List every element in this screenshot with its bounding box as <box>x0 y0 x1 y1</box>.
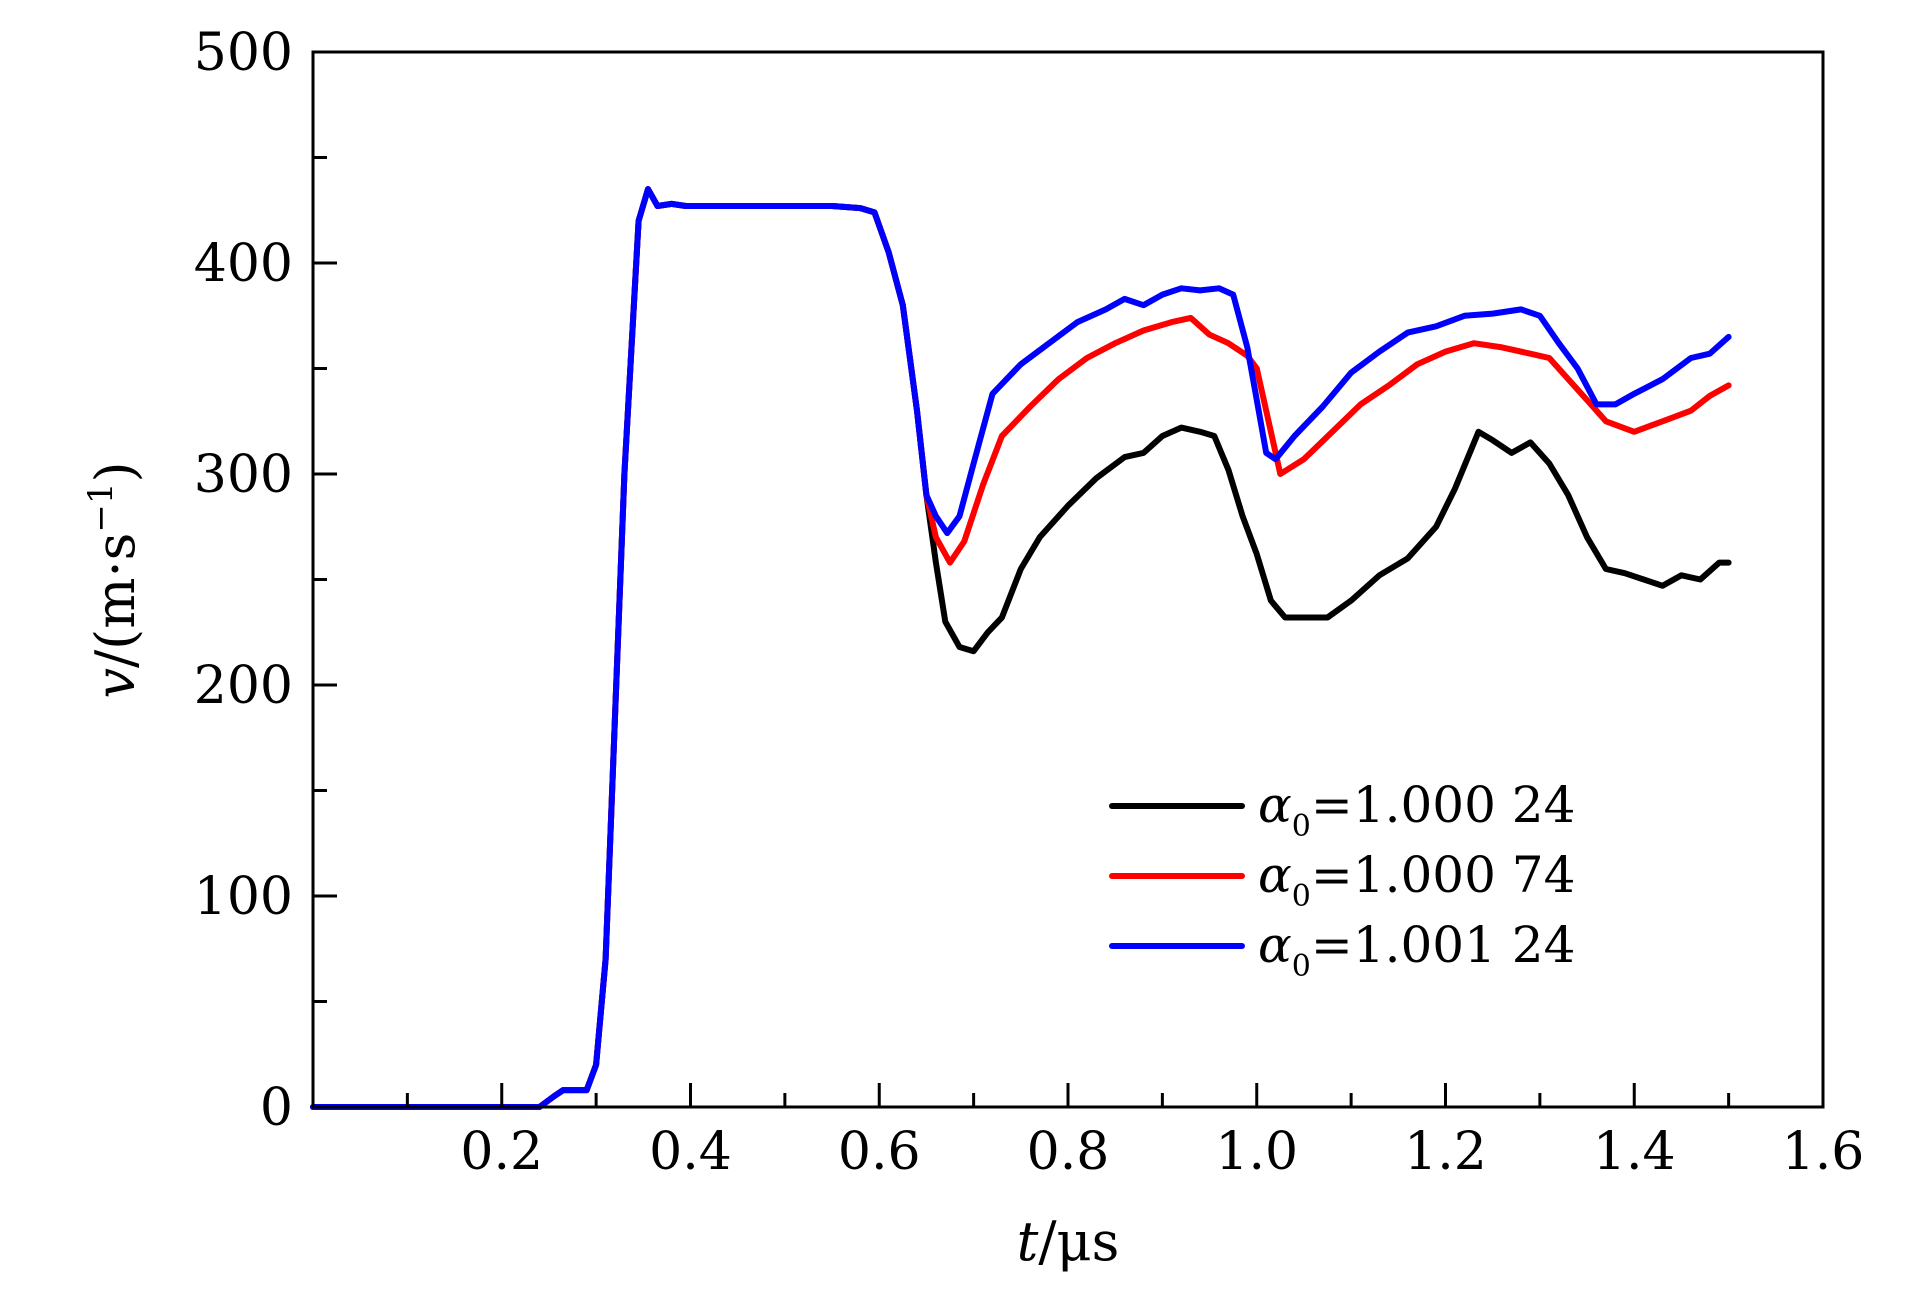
x-axis-label-var: t <box>1017 1210 1039 1273</box>
legend-subscript: 0 <box>1292 949 1311 984</box>
legend-label-3: α0=1.001 24 <box>1258 916 1575 984</box>
tick-labels-layer: 0.2 0.4 0.6 0.8 1.0 1.2 1.4 1.6 0 100 200 300 400 500 <box>194 23 1865 1182</box>
y-axis-label-unit: /(m·s <box>84 533 147 668</box>
y-axis-label-close: ) <box>84 461 147 482</box>
y-tick-label: 100 <box>194 867 293 927</box>
x-axis-label: t/μs <box>1017 1210 1120 1273</box>
y-tick-label: 500 <box>194 23 293 83</box>
x-tick-label: 1.0 <box>1215 1122 1298 1182</box>
x-axis-label-unit: /μs <box>1038 1210 1119 1273</box>
legend-subscript: 0 <box>1292 879 1311 914</box>
legend-label-1: α0=1.000 24 <box>1258 776 1575 844</box>
legend-symbol: α <box>1258 916 1292 974</box>
ticks-layer <box>313 50 1825 1109</box>
x-tick-label: 1.2 <box>1404 1122 1487 1182</box>
legend-value: =1.000 24 <box>1311 776 1576 834</box>
y-axis-label: v/(m·s−1) <box>81 461 147 698</box>
legend-symbol: α <box>1258 846 1292 904</box>
legend-value: =1.000 74 <box>1311 846 1576 904</box>
series-line-3 <box>310 186 1732 1110</box>
x-tick-label: 0.4 <box>649 1122 732 1182</box>
y-tick-label: 200 <box>194 656 293 716</box>
x-tick-label: 1.4 <box>1593 1122 1676 1182</box>
y-tick-label: 0 <box>260 1078 293 1138</box>
legend-symbol: α <box>1258 776 1292 834</box>
legend-label-2: α0=1.000 74 <box>1258 846 1575 914</box>
x-tick-label: 0.2 <box>460 1122 543 1182</box>
y-tick-label: 300 <box>194 445 293 505</box>
y-axis-label-exponent: −1 <box>81 483 121 533</box>
y-tick-label: 400 <box>194 234 293 294</box>
y-axis-label-var: v <box>84 668 147 699</box>
series-layer <box>310 186 1732 1110</box>
x-tick-label: 0.8 <box>1027 1122 1110 1182</box>
legend-subscript: 0 <box>1292 809 1311 844</box>
x-tick-label: 1.6 <box>1782 1122 1865 1182</box>
x-tick-label: 0.6 <box>838 1122 921 1182</box>
legend-value: =1.001 24 <box>1311 916 1576 974</box>
